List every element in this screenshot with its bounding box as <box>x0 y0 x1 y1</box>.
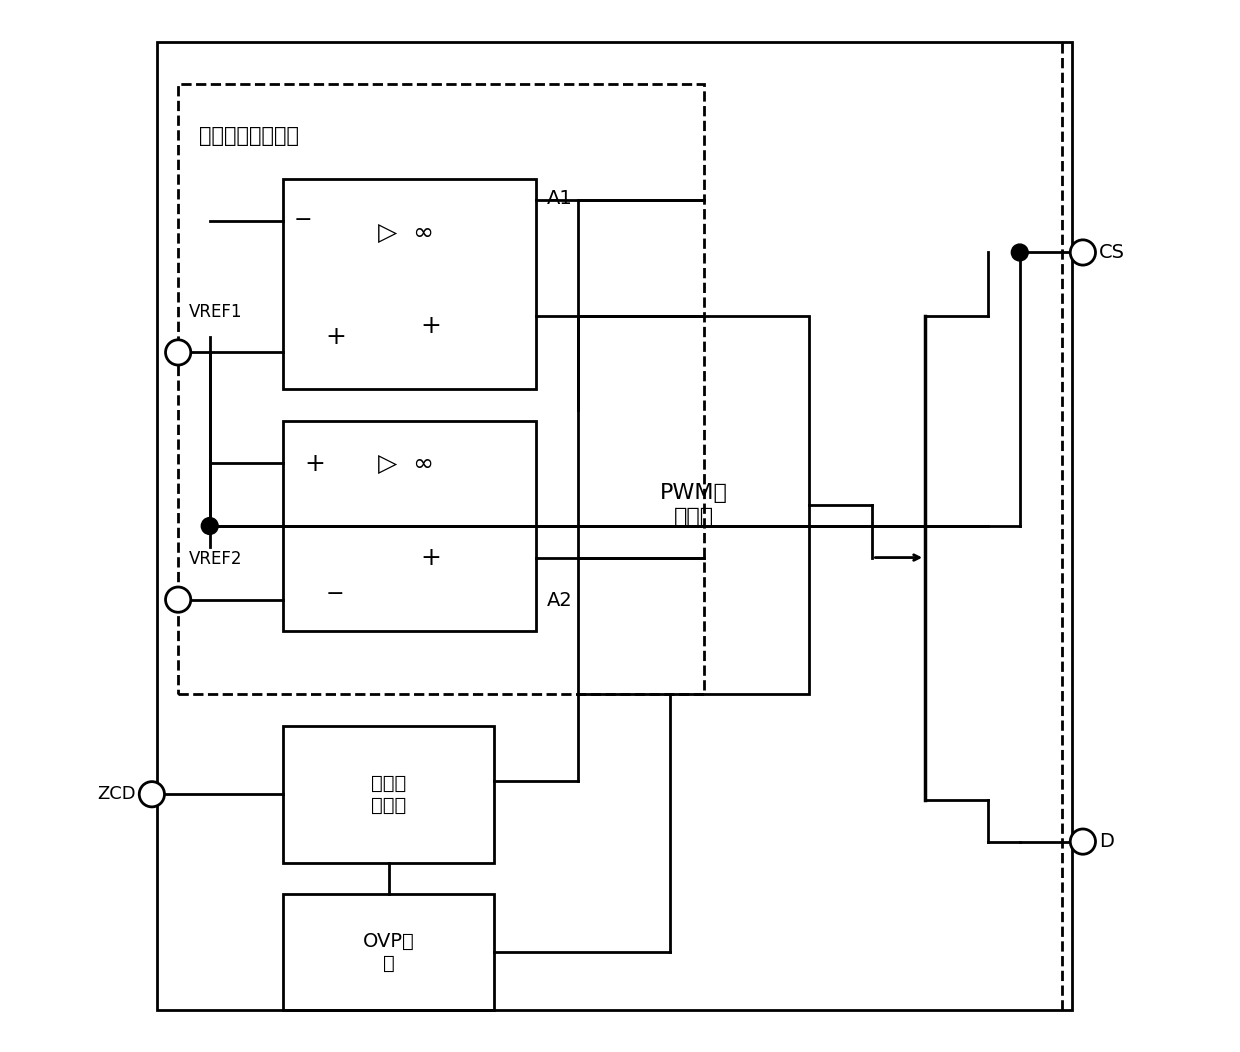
Text: ▷  ∞: ▷ ∞ <box>378 221 434 245</box>
Text: CS: CS <box>1099 243 1125 262</box>
Text: +: + <box>420 315 441 338</box>
Circle shape <box>201 518 218 534</box>
Text: A1: A1 <box>547 189 572 208</box>
Bar <box>157 42 1073 1010</box>
Text: −: − <box>294 210 312 230</box>
Text: ZCD: ZCD <box>98 785 136 804</box>
Text: D: D <box>1099 832 1114 851</box>
Bar <box>179 84 704 694</box>
Text: −: − <box>325 584 343 605</box>
Text: A2: A2 <box>547 591 572 610</box>
Text: +: + <box>326 325 346 348</box>
Text: PWM控
制模块: PWM控 制模块 <box>660 483 728 527</box>
Bar <box>284 894 494 1010</box>
Text: 过零检
测模块: 过零检 测模块 <box>371 774 407 814</box>
Text: VREF2: VREF2 <box>188 550 242 568</box>
Circle shape <box>1070 240 1095 265</box>
Bar <box>284 421 536 631</box>
Circle shape <box>165 340 191 365</box>
Text: +: + <box>304 452 325 477</box>
Text: 电感电流检测模块: 电感电流检测模块 <box>200 126 299 146</box>
Bar <box>284 179 536 389</box>
Text: +: + <box>420 546 441 569</box>
Circle shape <box>1012 244 1028 261</box>
Circle shape <box>165 587 191 612</box>
Circle shape <box>139 782 165 807</box>
Circle shape <box>1070 829 1095 854</box>
Bar <box>578 316 810 694</box>
Text: OVP模
块: OVP模 块 <box>362 932 414 972</box>
Text: ▷  ∞: ▷ ∞ <box>378 452 434 477</box>
Text: VREF1: VREF1 <box>188 303 242 321</box>
Bar <box>284 726 494 863</box>
